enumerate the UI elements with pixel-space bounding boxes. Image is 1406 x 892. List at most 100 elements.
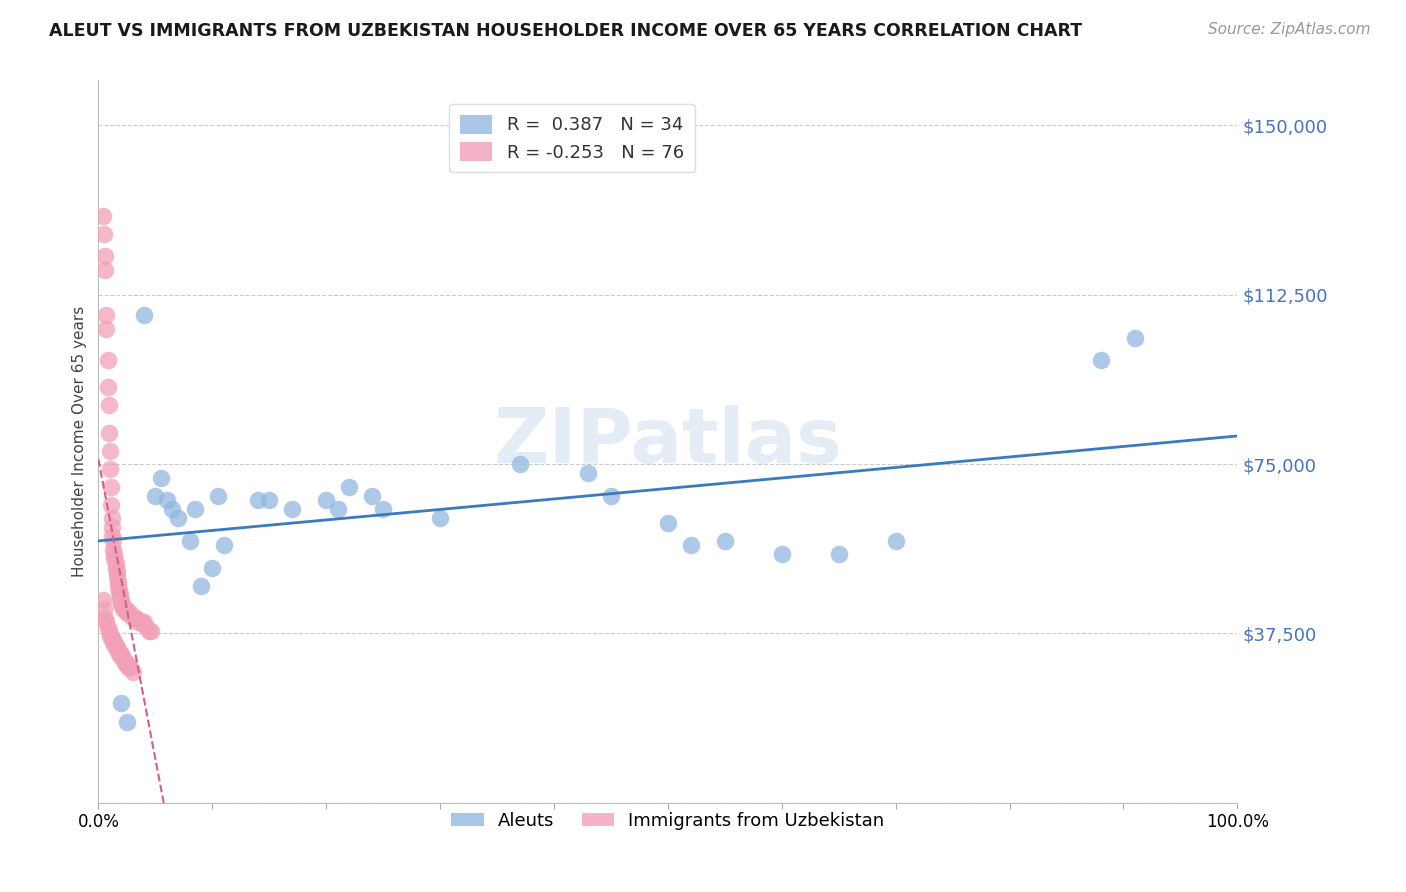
Point xyxy=(509,457,531,471)
Point xyxy=(103,638,125,652)
Point xyxy=(104,557,127,571)
Text: ZIPatlas: ZIPatlas xyxy=(494,405,842,478)
Point xyxy=(770,548,793,562)
Point xyxy=(132,615,155,630)
Point xyxy=(120,660,142,674)
Point xyxy=(97,624,120,639)
Point xyxy=(98,461,121,475)
Point xyxy=(117,606,139,620)
Point xyxy=(115,656,138,670)
Point xyxy=(101,529,124,543)
Point xyxy=(91,592,114,607)
Point xyxy=(112,601,135,615)
Point xyxy=(96,353,118,368)
Point xyxy=(429,511,451,525)
Y-axis label: Householder Income Over 65 years: Householder Income Over 65 years xyxy=(72,306,87,577)
Legend: Aleuts, Immigrants from Uzbekistan: Aleuts, Immigrants from Uzbekistan xyxy=(444,805,891,837)
Point xyxy=(118,660,141,674)
Point xyxy=(117,660,139,674)
Point xyxy=(110,697,132,711)
Point xyxy=(129,615,152,630)
Point xyxy=(108,647,131,661)
Point xyxy=(360,489,382,503)
Point xyxy=(114,656,136,670)
Point xyxy=(714,533,737,548)
Point xyxy=(145,489,167,503)
Point xyxy=(111,651,134,665)
Point xyxy=(115,606,138,620)
Point xyxy=(103,552,125,566)
Point xyxy=(107,642,129,657)
Point xyxy=(337,480,360,494)
Text: ALEUT VS IMMIGRANTS FROM UZBEKISTAN HOUSEHOLDER INCOME OVER 65 YEARS CORRELATION: ALEUT VS IMMIGRANTS FROM UZBEKISTAN HOUS… xyxy=(49,22,1083,40)
Point xyxy=(108,588,131,602)
Point xyxy=(93,601,115,615)
Point xyxy=(576,466,599,480)
Point xyxy=(94,249,117,263)
Point xyxy=(105,642,128,657)
Point xyxy=(156,493,179,508)
Point xyxy=(103,633,125,648)
Point xyxy=(679,538,702,552)
Point xyxy=(135,620,157,634)
Point xyxy=(259,493,281,508)
Point xyxy=(124,610,146,624)
Point xyxy=(657,516,679,530)
Point xyxy=(108,647,131,661)
Point xyxy=(828,548,851,562)
Point xyxy=(108,592,131,607)
Point xyxy=(121,665,143,679)
Point xyxy=(107,579,129,593)
Point xyxy=(884,533,907,548)
Point xyxy=(281,502,304,516)
Point xyxy=(162,502,184,516)
Point xyxy=(101,511,124,525)
Point xyxy=(120,606,142,620)
Point xyxy=(103,533,125,548)
Point xyxy=(111,597,134,611)
Point xyxy=(201,561,224,575)
Point xyxy=(315,493,337,508)
Point xyxy=(98,443,121,458)
Point xyxy=(110,592,132,607)
Point xyxy=(96,308,118,322)
Point xyxy=(96,321,118,335)
Point xyxy=(100,498,122,512)
Point xyxy=(104,638,127,652)
Point xyxy=(132,308,155,322)
Point xyxy=(100,480,122,494)
Point xyxy=(150,470,173,484)
Point xyxy=(114,601,136,615)
Point xyxy=(97,425,120,440)
Point xyxy=(121,610,143,624)
Point xyxy=(326,502,349,516)
Point xyxy=(190,579,212,593)
Point xyxy=(104,561,127,575)
Point xyxy=(101,520,124,534)
Point xyxy=(371,502,394,516)
Point xyxy=(100,629,122,643)
Point xyxy=(107,574,129,589)
Point xyxy=(105,570,128,584)
Point xyxy=(212,538,235,552)
Point xyxy=(91,209,114,223)
Point xyxy=(131,615,153,630)
Point xyxy=(103,542,125,557)
Point xyxy=(207,489,229,503)
Point xyxy=(94,263,117,277)
Point xyxy=(115,714,138,729)
Point xyxy=(138,624,160,639)
Point xyxy=(1123,331,1146,345)
Point xyxy=(110,647,132,661)
Point xyxy=(96,620,118,634)
Point xyxy=(125,610,148,624)
Point xyxy=(112,651,135,665)
Point xyxy=(184,502,207,516)
Point xyxy=(98,629,121,643)
Point xyxy=(101,633,124,648)
Point xyxy=(110,597,132,611)
Point xyxy=(600,489,623,503)
Point xyxy=(127,615,149,630)
Point xyxy=(108,583,131,598)
Point xyxy=(94,610,117,624)
